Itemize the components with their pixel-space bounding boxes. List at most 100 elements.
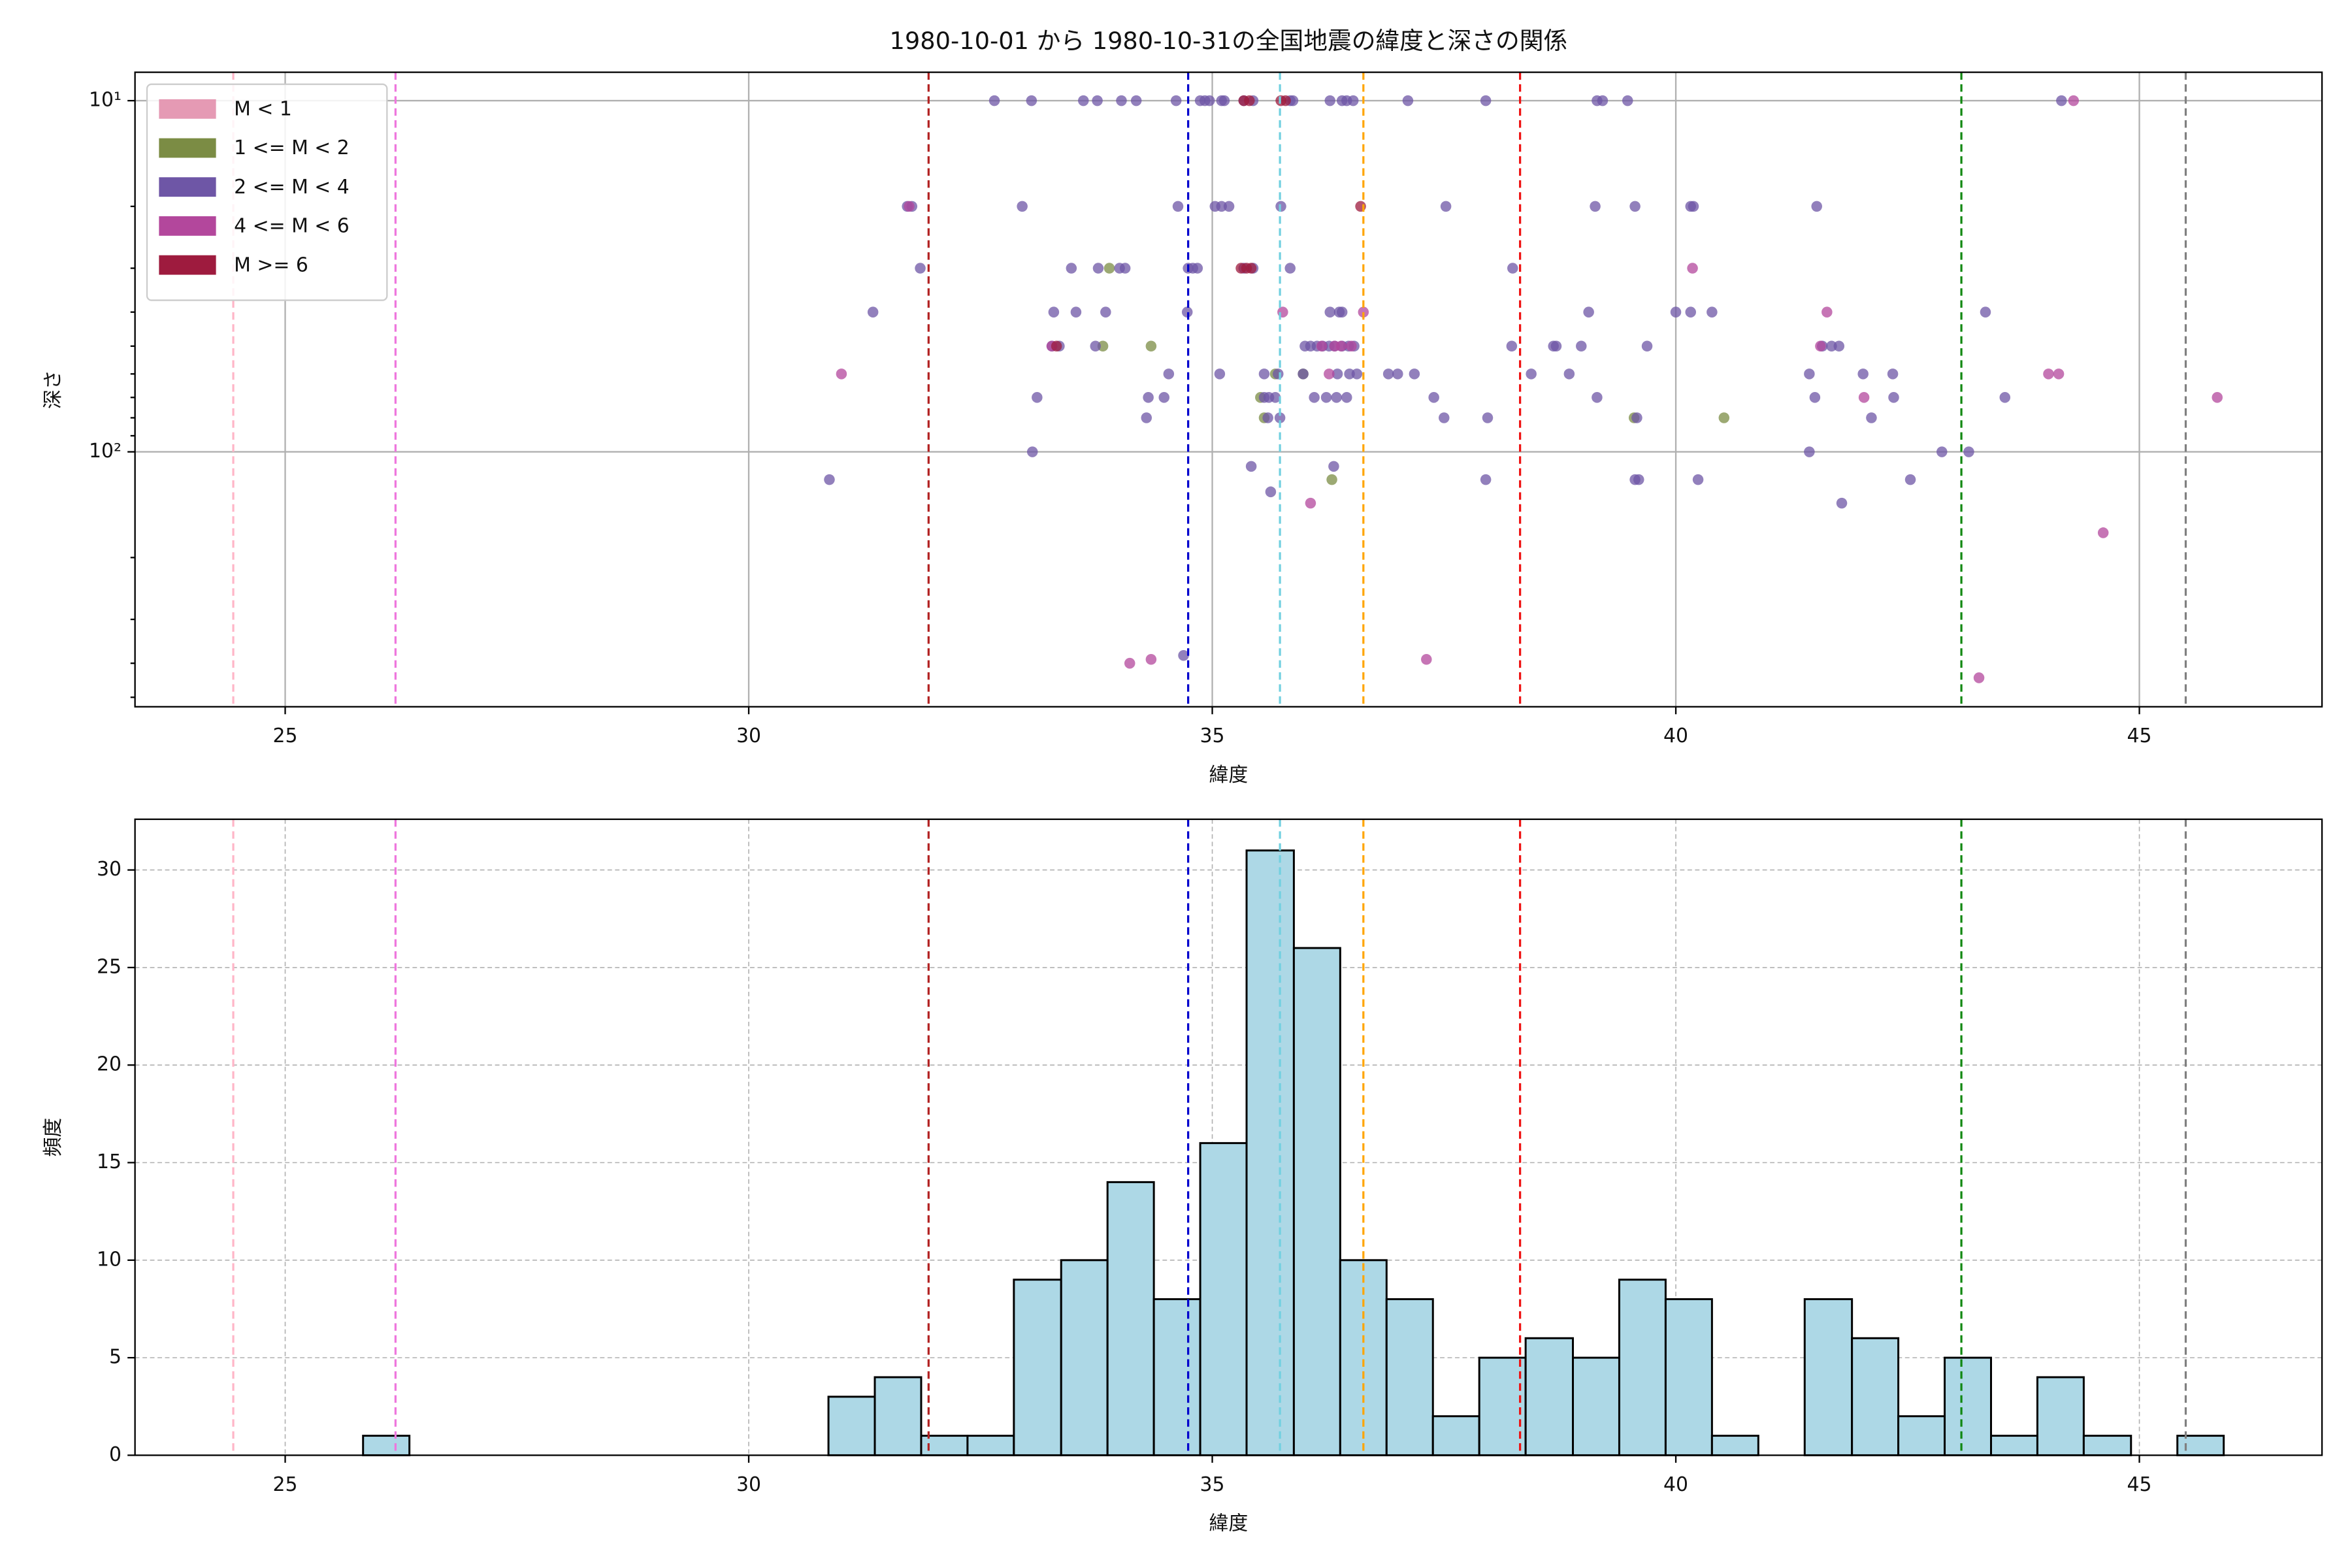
point	[2053, 368, 2065, 380]
hist-bar	[362, 1435, 411, 1456]
point	[1245, 461, 1257, 472]
hist-bar	[1944, 1356, 1992, 1456]
point	[1351, 368, 1363, 380]
hist-bar	[1152, 1298, 1201, 1456]
point	[1204, 95, 1215, 106]
y-tick-label: 10	[97, 1248, 122, 1271]
point	[1576, 340, 1587, 352]
point	[1687, 263, 1698, 274]
hist-bar	[1710, 1435, 1759, 1456]
point	[1402, 95, 1414, 106]
point	[1032, 392, 1043, 403]
point	[1633, 474, 1644, 485]
point	[1124, 657, 1135, 669]
point	[1214, 368, 1226, 380]
point	[1692, 474, 1704, 485]
point	[1223, 201, 1235, 212]
chart-title: 1980-10-01 から 1980-10-31の全国地震の緯度と深さの関係	[890, 27, 1568, 55]
hist-bar	[1245, 849, 1295, 1456]
point	[824, 474, 835, 485]
point	[1269, 392, 1281, 403]
hist-bar	[1990, 1435, 2038, 1456]
point	[1583, 306, 1594, 318]
hist-bar	[874, 1376, 923, 1456]
point	[1904, 474, 1916, 485]
point	[1392, 368, 1403, 380]
point	[1280, 95, 1291, 106]
x-tick-label: 45	[2127, 725, 2152, 747]
y-tick-label: 0	[109, 1443, 122, 1466]
point	[1482, 412, 1494, 423]
point	[1298, 368, 1309, 380]
point	[988, 95, 1000, 106]
point	[1592, 392, 1603, 403]
x-tick-label: 30	[736, 1473, 761, 1496]
point	[1116, 95, 1127, 106]
point	[1051, 340, 1062, 352]
y-tick-label: 25	[97, 955, 122, 978]
point	[1097, 340, 1109, 352]
x-tick-label: 25	[273, 1473, 298, 1496]
point	[1826, 340, 1837, 352]
point	[1324, 306, 1336, 318]
point	[1409, 368, 1420, 380]
point	[1331, 392, 1342, 403]
point	[1284, 263, 1296, 274]
legend-swatch	[159, 177, 216, 197]
y-tick-label: 20	[97, 1053, 122, 1076]
x-tick-label: 25	[273, 725, 298, 747]
point	[1358, 306, 1369, 318]
point	[1066, 263, 1077, 274]
point	[1440, 201, 1452, 212]
y-tick-label: 10²	[89, 440, 122, 463]
point	[1274, 412, 1286, 423]
hist-bar	[2176, 1435, 2225, 1456]
point	[1258, 368, 1270, 380]
hist-bar	[2082, 1435, 2132, 1456]
y-axis-label: 頻度	[42, 1118, 65, 1157]
point	[1320, 392, 1332, 403]
point	[1526, 368, 1537, 380]
point	[1143, 392, 1154, 403]
point	[1550, 340, 1562, 352]
hist-bar	[1385, 1298, 1434, 1456]
point	[1507, 263, 1518, 274]
point	[1428, 392, 1439, 403]
hist-bar	[1664, 1298, 1713, 1456]
x-axis-label: 緯度	[1209, 1512, 1249, 1535]
legend-label: 2 <= M < 4	[234, 176, 350, 199]
point	[1857, 368, 1869, 380]
point	[1172, 201, 1184, 212]
point	[915, 263, 926, 274]
x-tick-label: 30	[736, 725, 761, 747]
point	[1341, 392, 1352, 403]
point	[1858, 392, 1870, 403]
point	[1999, 392, 2011, 403]
legend-label: 4 <= M < 6	[234, 215, 350, 238]
point	[1480, 474, 1492, 485]
y-tick-label: 10¹	[89, 89, 122, 112]
point	[1631, 412, 1642, 423]
point	[1641, 340, 1653, 352]
point	[1688, 201, 1699, 212]
legend-swatch	[159, 99, 216, 119]
legend-label: M < 1	[234, 97, 292, 120]
point	[1192, 263, 1203, 274]
point	[2068, 95, 2080, 106]
point	[1178, 649, 1189, 661]
point	[1181, 306, 1193, 318]
point	[1092, 263, 1104, 274]
point	[1804, 368, 1815, 380]
hist-bar	[827, 1396, 876, 1456]
x-tick-label: 40	[1663, 725, 1688, 747]
point	[1888, 392, 1899, 403]
point	[1707, 306, 1718, 318]
point	[1026, 446, 1038, 457]
point	[1833, 340, 1845, 352]
x-tick-label: 40	[1663, 1473, 1688, 1496]
point	[1070, 306, 1082, 318]
legend-swatch	[159, 216, 216, 236]
point	[1809, 392, 1821, 403]
